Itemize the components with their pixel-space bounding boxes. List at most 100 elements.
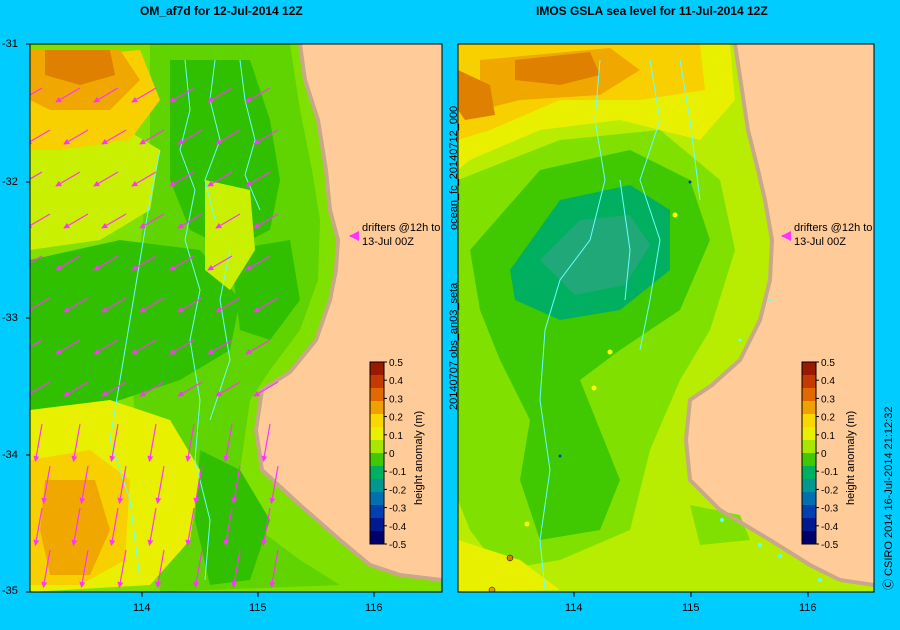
colorbar-swatch — [370, 414, 384, 428]
velocity-arrow — [41, 549, 51, 589]
velocity-arrow — [101, 213, 127, 229]
colorbar-swatch — [802, 362, 816, 376]
colorbar-swatch — [370, 453, 384, 467]
left-map-title: OM_af7d for 12-Jul-2014 12Z — [140, 4, 303, 18]
colorbar-swatch — [370, 401, 384, 415]
velocity-arrow — [207, 87, 233, 103]
lat-tick: -31 — [2, 38, 18, 50]
velocity-arrow — [147, 423, 157, 463]
velocity-arrow — [223, 507, 233, 547]
velocity-arrow — [131, 339, 157, 355]
colorbar-tick-label: -0.4 — [821, 522, 839, 533]
drifter-annotation: drifters @12h to — [794, 222, 873, 234]
colorbar-swatch — [370, 505, 384, 519]
velocity-arrow — [177, 213, 203, 229]
drifter-tracks — [539, 59, 701, 591]
colorbar-tick-label: -0.5 — [389, 540, 407, 551]
velocity-arrow — [253, 129, 279, 145]
colorbar-label: height anomaly (m) — [845, 410, 857, 505]
velocity-arrow — [93, 171, 119, 187]
colorbar-swatch — [370, 479, 384, 493]
velocity-arrow — [253, 297, 279, 313]
lon-tick: 116 — [799, 602, 817, 614]
colorbar-tick-label: 0.3 — [821, 394, 835, 405]
velocity-arrow — [30, 339, 43, 348]
velocity-arrow — [30, 87, 43, 96]
colorbar-swatch — [802, 427, 816, 441]
colorbar-swatch — [802, 531, 816, 545]
velocity-arrow — [139, 129, 165, 145]
colorbar-tick-label: 0.1 — [821, 431, 835, 442]
velocity-arrow — [245, 255, 271, 271]
colorbar-tick-label: -0.3 — [821, 504, 839, 515]
drifter-annotation: 13-Jul 00Z — [362, 236, 414, 248]
lat-tick: -34 — [2, 449, 18, 461]
velocity-arrow — [185, 423, 195, 463]
colorbar-swatch — [802, 388, 816, 402]
velocity-arrow — [215, 129, 241, 145]
velocity-arrow — [109, 423, 119, 463]
colorbar-swatch — [370, 531, 384, 545]
velocity-arrow — [269, 549, 279, 589]
colorbar-tick-label: -0.2 — [389, 485, 407, 496]
colorbar-swatch — [802, 440, 816, 454]
colorbar-tick-label: 0.3 — [389, 394, 403, 405]
velocity-arrow — [55, 339, 81, 355]
colorbar-swatch — [802, 375, 816, 389]
velocity-arrow — [93, 339, 119, 355]
velocity-arrow — [215, 297, 241, 313]
velocity-arrow — [79, 465, 89, 505]
colorbar-tick-label: -0.2 — [821, 485, 839, 496]
colorbar-tick-label: 0 — [389, 449, 395, 460]
velocity-arrow — [169, 339, 195, 355]
velocity-arrow — [231, 465, 241, 505]
velocity-arrow — [63, 129, 89, 145]
lon-tick: 115 — [249, 602, 267, 614]
colorbar-swatch — [370, 362, 384, 376]
colorbar-tick-label: 0 — [821, 449, 827, 460]
colorbar-swatch — [370, 518, 384, 532]
velocity-arrow — [193, 549, 203, 589]
velocity-arrow — [109, 507, 119, 547]
velocity-arrow — [253, 213, 279, 229]
left-map — [30, 44, 442, 592]
velocity-arrow — [215, 213, 241, 229]
velocity-arrow — [30, 381, 51, 397]
velocity-arrow — [30, 297, 51, 313]
velocity-arrow — [207, 255, 233, 271]
lat-tick: -35 — [2, 585, 18, 597]
colorbar-tick-label: 0.4 — [389, 376, 403, 387]
colorbar-tick-label: -0.1 — [389, 467, 407, 478]
velocity-arrow — [223, 423, 233, 463]
colorbar-swatch — [802, 479, 816, 493]
colorbar-swatch — [802, 401, 816, 415]
velocity-arrow — [63, 213, 89, 229]
velocity-arrow — [71, 423, 81, 463]
velocity-arrow — [30, 213, 51, 229]
velocity-arrow — [30, 255, 43, 264]
velocity-arrow — [253, 381, 279, 397]
velocity-arrow — [231, 549, 241, 589]
colorbar-tick-label: 0.2 — [389, 413, 403, 424]
velocity-arrow — [177, 297, 203, 313]
colorbar-label: height anomaly (m) — [413, 410, 425, 505]
colorbar-swatch — [802, 505, 816, 519]
velocity-arrow — [30, 129, 51, 145]
analysis-label: 20140707 obs_an03_seta — [448, 282, 460, 410]
velocity-arrow — [261, 423, 271, 463]
colorbar-swatch — [802, 518, 816, 532]
velocity-arrow — [41, 465, 51, 505]
lon-tick: 114 — [565, 602, 583, 614]
drifter-annotation: drifters @12h to — [362, 222, 441, 234]
velocity-arrow — [245, 87, 271, 103]
velocity-arrow — [139, 213, 165, 229]
velocity-arrow — [55, 171, 81, 187]
velocity-arrow — [55, 255, 81, 271]
forecast-label: ocean_fc_20140712_000 — [448, 105, 460, 230]
velocity-arrow — [215, 381, 241, 397]
right-map-title: IMOS GSLA sea level for 11-Jul-2014 12Z — [536, 4, 768, 18]
velocity-arrow — [117, 465, 127, 505]
velocity-arrow — [63, 381, 89, 397]
colorbar-tick-label: -0.5 — [821, 540, 839, 551]
